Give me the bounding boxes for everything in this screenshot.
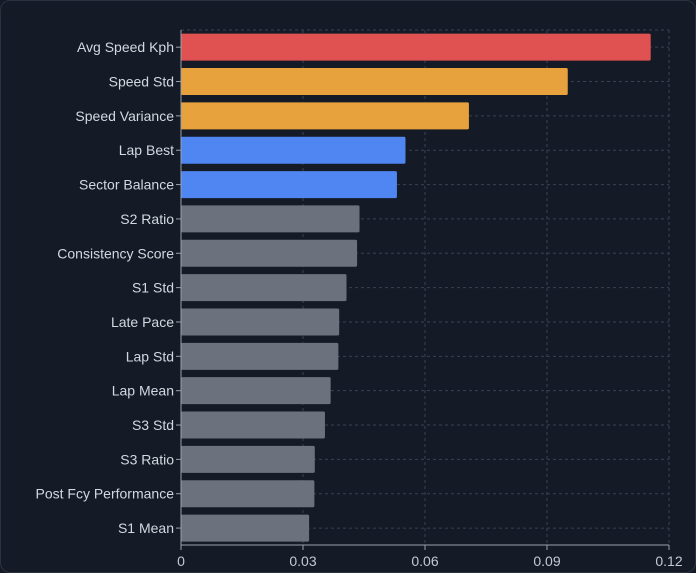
x-tick-label: 0.12: [655, 553, 682, 569]
axis-layer: [176, 30, 670, 550]
bar-consistency-score: [181, 239, 358, 267]
bar-lap-std: [181, 342, 339, 370]
category-label: S1 Std: [132, 280, 174, 296]
bar-late-pace: [181, 308, 340, 336]
category-label: Post Fcy Performance: [36, 486, 175, 502]
x-tick-label: 0.03: [289, 553, 316, 569]
bar-speed-variance: [181, 102, 469, 130]
category-label: Lap Best: [119, 142, 174, 158]
bar-speed-std: [181, 68, 568, 96]
x-tick-label: 0: [177, 553, 185, 569]
x-tick-label: 0.09: [533, 553, 560, 569]
category-label: Speed Std: [109, 74, 174, 90]
category-label: S2 Ratio: [120, 211, 174, 227]
category-label: Sector Balance: [79, 177, 174, 193]
bar-sector-balance: [181, 171, 397, 199]
bar-layer: [181, 33, 651, 542]
category-label: Late Pace: [111, 314, 174, 330]
category-label: Lap Mean: [112, 383, 174, 399]
bar-post-fcy-performance: [181, 480, 315, 508]
category-label: Speed Variance: [75, 108, 174, 124]
bar-s1-mean: [181, 514, 310, 542]
bar-s3-std: [181, 411, 325, 439]
bar-s1-std: [181, 274, 347, 302]
bar-s3-ratio: [181, 445, 315, 473]
category-label: S3 Ratio: [120, 451, 174, 467]
x-tick-label: 0.06: [411, 553, 438, 569]
bar-s2-ratio: [181, 205, 360, 233]
bar-avg-speed-kph: [181, 33, 651, 61]
bar-lap-best: [181, 136, 406, 164]
label-layer: Avg Speed Kph Speed Std Speed Variance Lap …: [36, 39, 683, 569]
category-label: S1 Mean: [118, 520, 174, 536]
category-label: Consistency Score: [57, 245, 174, 261]
category-label: S3 Std: [132, 417, 174, 433]
category-label: Lap Std: [126, 348, 174, 364]
category-label: Avg Speed Kph: [77, 39, 174, 55]
bar-lap-mean: [181, 377, 331, 405]
